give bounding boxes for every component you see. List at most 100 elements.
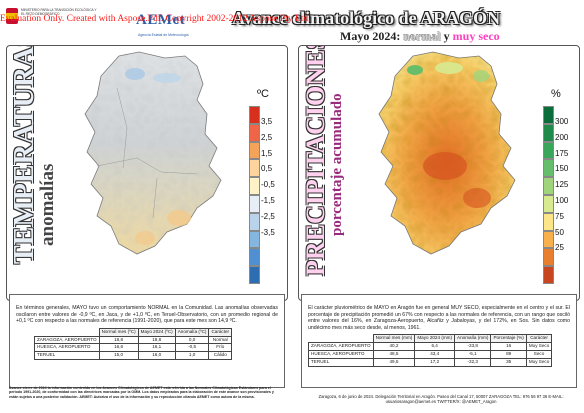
precipitation-legend-tick: 100 — [555, 195, 569, 205]
temperature-legend-swatch — [249, 266, 260, 284]
precipitation-table-cell: -5,1 — [454, 349, 492, 359]
precipitation-legend-tick: 75 — [555, 211, 564, 221]
precipitation-table-header: Normal mes (mm) — [372, 334, 416, 344]
precipitation-legend-tick: 200 — [555, 132, 569, 142]
temperature-table-cell: 18,8 — [137, 335, 176, 345]
temperature-table-cell: 15,0 — [98, 351, 139, 360]
precipitation-legend-ticks: 300 200 175 150 125 100 75 50 25 — [555, 114, 568, 256]
temperature-table-header: Carácter — [208, 327, 233, 337]
temperature-table-cell: TERUEL — [34, 351, 100, 360]
precipitation-legend-swatch — [543, 266, 554, 284]
temperature-table-cell: Frío — [208, 343, 233, 353]
page-subtitle: Mayo 2024: normal y muy seco — [340, 29, 500, 44]
precipitation-legend-swatch — [543, 230, 554, 249]
precipitation-table-cell: 17,2 — [414, 357, 456, 367]
precipitation-legend-swatch — [543, 212, 554, 231]
precipitation-map — [378, 51, 516, 255]
temperature-legend-swatch — [249, 212, 260, 231]
temperature-table-cell: 16,0 — [137, 351, 176, 360]
precipitation-table-row: HUESCA, AEROPUERTO 48,5 43,4 -5,1 89 Seco — [308, 349, 553, 359]
precipitation-table-cell: 16 — [490, 342, 527, 351]
temperature-legend-swatch — [249, 159, 260, 178]
precipitation-table-cell: 40,2 — [372, 342, 416, 351]
temperature-legend-tick: -1,5 — [261, 195, 275, 205]
temperature-map — [84, 51, 222, 255]
temperature-legend-tick: -3,5 — [261, 227, 275, 237]
precipitation-table-cell: TERUEL — [308, 357, 374, 367]
temperature-legend-swatch — [249, 230, 260, 249]
precipitation-table-cell: 6,4 — [414, 342, 456, 351]
temperature-table-row: ZARAGOZA, AEROPUERTO 18,8 18,8 0,0 Normal — [34, 335, 233, 345]
precipitation-table-row: ZARAGOZA, AEROPUERTO 40,2 6,4 -33,8 16 Muy Se… — [308, 342, 553, 351]
temperature-legend-swatch — [249, 177, 260, 195]
temperature-summary-text: En términos generales, MAYO tuvo un comp… — [16, 305, 278, 325]
temperature-table-cell: 0,0 — [174, 335, 210, 345]
precipitation-table-cell: Seco — [525, 349, 553, 359]
precipitation-table-header — [309, 335, 374, 343]
subtitle-normal: normal — [403, 29, 441, 43]
temperature-panel: TEMPERATURAS anomalías ºC 3,5 2,5 1,5 0,5 -0… — [6, 45, 288, 301]
precipitation-table-cell: 49,5 — [372, 357, 416, 367]
temperature-table-cell: Cálido — [208, 351, 233, 360]
temperature-table-header: Mayo 2024 (ºC) — [137, 327, 176, 337]
temperature-summary-box: En términos generales, MAYO tuvo un comp… — [9, 294, 285, 388]
temperature-subtitle: anomalías — [37, 163, 58, 246]
temperature-table-cell: 1,0 — [174, 351, 210, 360]
watermark: Evaluation Only. Created with Aspose.Pdf… — [0, 14, 311, 24]
subtitle-y: y — [443, 29, 450, 43]
temperature-legend-tick: -2,5 — [261, 211, 275, 221]
precipitation-table-cell: 43,4 — [414, 349, 456, 359]
precipitation-legend-tick: 175 — [555, 148, 569, 158]
aemet-subtitle: Agencia Estatal de Meteorología — [138, 33, 189, 37]
temperature-table-header — [35, 328, 100, 336]
precipitation-table-row: TERUEL 49,5 17,2 -32,3 35 Muy Seco — [308, 357, 553, 367]
subtitle-dry: muy seco — [452, 29, 500, 43]
precipitation-table-cell: -33,8 — [454, 342, 492, 351]
precipitation-table-header: Mayo 2024 (mm) — [414, 334, 456, 344]
precipitation-legend-swatch — [543, 123, 554, 142]
temperature-legend-tick: 1,5 — [261, 148, 273, 158]
aemet-logo: AEMet — [136, 12, 186, 28]
precipitation-table-cell: ZARAGOZA, AEROPUERTO — [308, 342, 374, 351]
temperature-legend-swatch — [249, 194, 260, 213]
temperature-table-cell: ZARAGOZA, AEROPUERTO — [34, 335, 100, 345]
precipitation-legend-swatch — [543, 141, 554, 160]
precipitation-summary-text: El carácter pluviométrico de MAYO en Ara… — [308, 305, 570, 331]
subtitle-prefix: Mayo 2024: — [340, 29, 401, 43]
page-title: Avance climatológico de ARAGÓN — [232, 8, 501, 28]
precipitation-legend-tick: 300 — [555, 117, 569, 126]
precipitation-table-cell: Muy Seco — [525, 357, 553, 367]
temperature-table-cell: Normal — [208, 335, 233, 345]
temperature-table-header: Normal mes (ºC) — [98, 327, 139, 337]
footer-contact: Zaragoza, 6 de junio de 2024. Delegación… — [318, 394, 564, 404]
precipitation-table: Normal mes (mm) Mayo 2024 (mm) Anomalía (m… — [308, 334, 553, 367]
precipitation-panel: PRECIPITACIONES porcentaje acumulado % 3… — [298, 45, 580, 301]
precipitation-legend-tick: 25 — [555, 243, 564, 253]
precipitation-table-header: Porcentaje (%) — [490, 334, 527, 344]
temperature-legend-swatch — [249, 123, 260, 142]
temperature-legend — [249, 106, 260, 284]
temperature-legend-tick: 0,5 — [261, 164, 273, 174]
temperature-legend-ticks: 3,5 2,5 1,5 0,5 -0,5 -1,5 -2,5 -3,5 — [261, 114, 275, 240]
temperature-table-cell: -0,5 — [174, 343, 210, 353]
precipitation-legend-swatch — [543, 106, 554, 124]
temperature-legend-swatch — [249, 141, 260, 160]
precipitation-unit: % — [551, 88, 561, 100]
precipitation-table-header: Carácter — [525, 334, 553, 344]
precipitation-table-header: Anomalía (mm) — [454, 334, 492, 344]
precipitation-table-cell: HUESCA, AEROPUERTO — [308, 349, 374, 359]
precipitation-legend-swatch — [543, 159, 554, 178]
temperature-table-row: TERUEL 15,0 16,0 1,0 Cálido — [34, 351, 233, 360]
temperature-legend-tick: 3,5 — [261, 117, 273, 126]
temperature-table-cell: 16,1 — [137, 343, 176, 353]
temperature-table-row: HUESCA, AEROPUERTO 16,6 16,1 -0,5 Frío — [34, 343, 233, 353]
temperature-legend-swatch — [249, 248, 260, 267]
precipitation-summary-box: El carácter pluviométrico de MAYO en Ara… — [301, 294, 577, 388]
temperature-legend-swatch — [249, 106, 260, 124]
temperature-legend-tick: -0,5 — [261, 180, 275, 190]
temperature-table-cell: HUESCA, AEROPUERTO — [34, 343, 100, 353]
temperature-table-cell: 18,8 — [98, 335, 139, 345]
temperature-unit: ºC — [257, 88, 269, 100]
temperature-table-header: Anomalía (ºC) — [174, 327, 210, 337]
precipitation-table-cell: -32,3 — [454, 357, 492, 367]
